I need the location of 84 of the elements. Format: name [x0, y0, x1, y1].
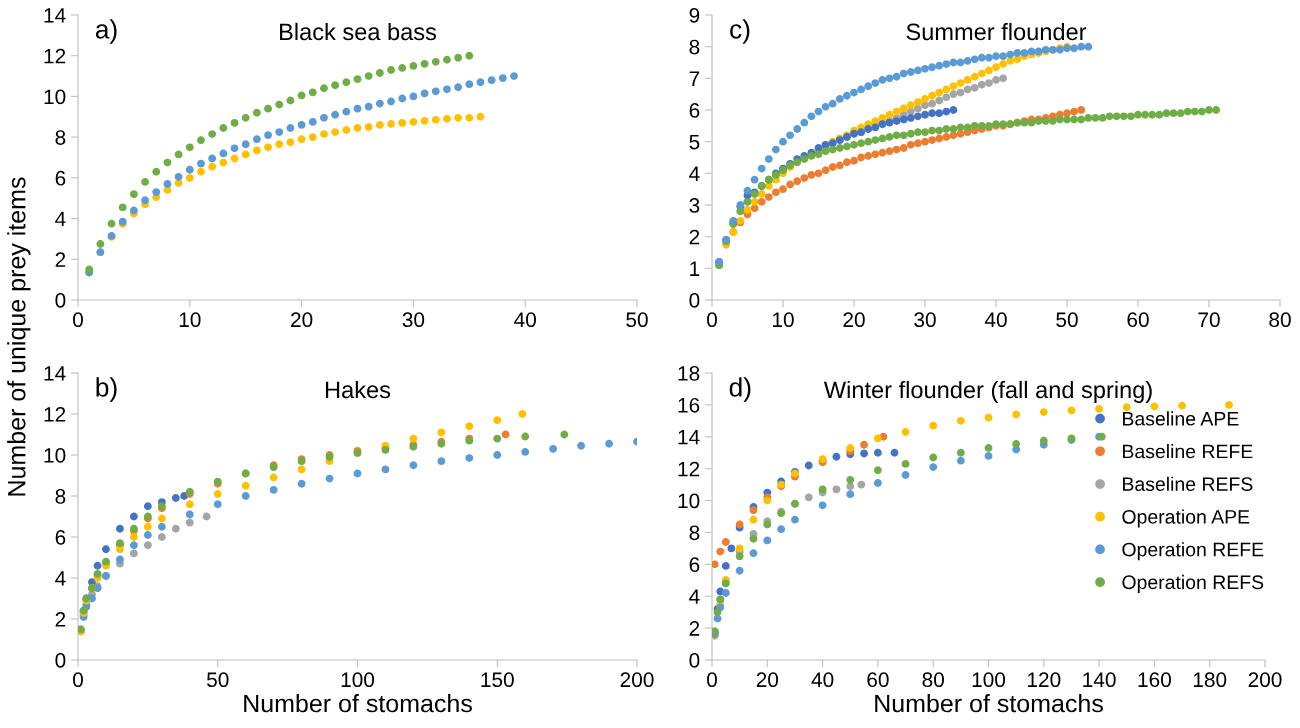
legend-label: Baseline REFS	[1123, 476, 1253, 492]
y-tick-label: 10	[44, 89, 66, 105]
y-tick-label: 2	[55, 612, 66, 627]
y-tick-label: 4	[55, 571, 66, 586]
legend-label: Baseline REFE	[1123, 444, 1253, 459]
y-tick-label: 4	[689, 166, 700, 181]
y-tick-label: 18	[678, 366, 700, 381]
legend-label: Operation APE	[1122, 509, 1250, 528]
y-tick-label: 12	[678, 461, 700, 477]
y-tick-label: 5	[689, 134, 700, 150]
chart-title: Hakes	[325, 380, 391, 399]
y-tick-label: 2	[689, 229, 700, 245]
x-axis-title: Number of stomachs	[244, 694, 472, 713]
y-tick-label: 14	[44, 366, 66, 381]
x-tick-label: 50	[626, 312, 648, 328]
x-tick-label: 10	[773, 312, 794, 328]
x-tick-label: 40	[984, 312, 1007, 328]
y-tick-label: 7	[689, 71, 700, 86]
y-tick-label: 6	[55, 530, 66, 545]
y-tick-label: 9	[689, 8, 700, 23]
y-tick-label: 0	[55, 653, 66, 668]
y-tick-label: 8	[55, 130, 66, 145]
x-tick-label: 10	[179, 312, 201, 328]
x-tick-label: 100	[972, 672, 1006, 688]
x-tick-label: 200	[620, 672, 654, 688]
x-tick-label: 80	[1269, 312, 1291, 328]
chart-title: Summer flounder	[906, 22, 1087, 41]
y-tick-label: 10	[678, 493, 700, 509]
y-axis-title: Number of unique prey items	[7, 177, 31, 496]
y-tick-label: 4	[689, 589, 700, 604]
y-tick-label: 4	[55, 211, 66, 227]
x-tick-label: 20	[843, 312, 865, 328]
x-tick-label: 150	[481, 672, 514, 688]
y-tick-label: 14	[678, 429, 700, 445]
y-tick-label: 10	[44, 448, 66, 463]
x-tick-label: 30	[402, 312, 425, 328]
annotation: d)	[729, 377, 751, 402]
y-tick-label: 8	[55, 489, 66, 504]
y-tick-label: 2	[55, 252, 66, 267]
x-tick-label: 60	[1127, 312, 1149, 328]
x-tick-label: 50	[1056, 312, 1078, 328]
y-tick-label: 0	[689, 293, 700, 308]
y-tick-label: 6	[55, 170, 66, 186]
annotation: b)	[96, 377, 117, 402]
chart-title: Black sea bass	[280, 22, 437, 41]
x-tick-label: 180	[1193, 672, 1227, 688]
legend-label: Baseline APE	[1123, 411, 1239, 426]
x-tick-label: 80	[922, 672, 944, 688]
y-tick-label: 8	[689, 525, 700, 541]
legend-label: Operation REFS	[1122, 574, 1264, 593]
x-tick-label: 0	[73, 312, 83, 328]
legend-label: Operation REFE	[1122, 542, 1264, 561]
y-tick-label: 12	[44, 48, 66, 64]
x-tick-label: 200	[1248, 672, 1282, 688]
chart-title: Winter flounder (fall and spring)	[823, 380, 1152, 403]
x-axis-title: Number of stomachs	[875, 694, 1103, 713]
x-tick-label: 50	[207, 672, 229, 688]
x-tick-label: 0	[73, 672, 83, 688]
y-tick-label: 1	[690, 261, 700, 276]
y-tick-label: 3	[689, 198, 700, 213]
y-tick-label: 6	[689, 103, 700, 118]
x-tick-label: 0	[707, 312, 717, 328]
y-tick-label: 12	[44, 407, 66, 422]
x-tick-label: 100	[341, 672, 375, 688]
x-tick-label: 0	[707, 672, 717, 688]
x-tick-label: 40	[811, 672, 834, 688]
y-tick-label: 14	[44, 8, 66, 23]
x-tick-label: 40	[514, 312, 536, 328]
annotation: c)	[730, 19, 750, 44]
y-tick-label: 2	[689, 621, 700, 636]
x-tick-label: 20	[291, 312, 313, 328]
x-tick-label: 120	[1028, 672, 1061, 688]
annotation: a)	[95, 19, 117, 44]
y-tick-label: 0	[55, 293, 66, 308]
y-tick-label: 8	[689, 39, 700, 55]
x-tick-label: 60	[867, 672, 889, 688]
x-tick-label: 20	[756, 672, 779, 688]
x-tick-label: 160	[1138, 672, 1171, 688]
x-tick-label: 140	[1083, 672, 1116, 688]
y-tick-label: 16	[678, 397, 700, 413]
y-tick-label: 0	[689, 653, 700, 668]
x-tick-label: 30	[914, 312, 936, 328]
x-tick-label: 70	[1198, 312, 1220, 328]
y-tick-label: 6	[689, 557, 700, 573]
